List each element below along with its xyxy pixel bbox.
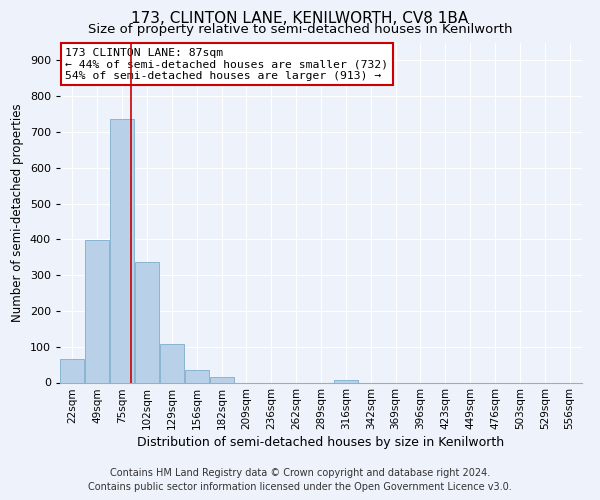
Text: Contains HM Land Registry data © Crown copyright and database right 2024.
Contai: Contains HM Land Registry data © Crown c… [88, 468, 512, 492]
Y-axis label: Number of semi-detached properties: Number of semi-detached properties [11, 103, 24, 322]
Bar [160, 344, 184, 383]
Bar [135, 262, 159, 382]
Bar [185, 370, 209, 382]
X-axis label: Distribution of semi-detached houses by size in Kenilworth: Distribution of semi-detached houses by … [137, 436, 505, 450]
Bar [110, 118, 134, 382]
Text: Size of property relative to semi-detached houses in Kenilworth: Size of property relative to semi-detach… [88, 22, 512, 36]
Bar [334, 380, 358, 382]
Bar [85, 240, 109, 382]
Text: 173, CLINTON LANE, KENILWORTH, CV8 1BA: 173, CLINTON LANE, KENILWORTH, CV8 1BA [131, 11, 469, 26]
Bar [61, 359, 85, 382]
Bar [209, 377, 233, 382]
Text: 173 CLINTON LANE: 87sqm
← 44% of semi-detached houses are smaller (732)
54% of s: 173 CLINTON LANE: 87sqm ← 44% of semi-de… [65, 48, 388, 81]
